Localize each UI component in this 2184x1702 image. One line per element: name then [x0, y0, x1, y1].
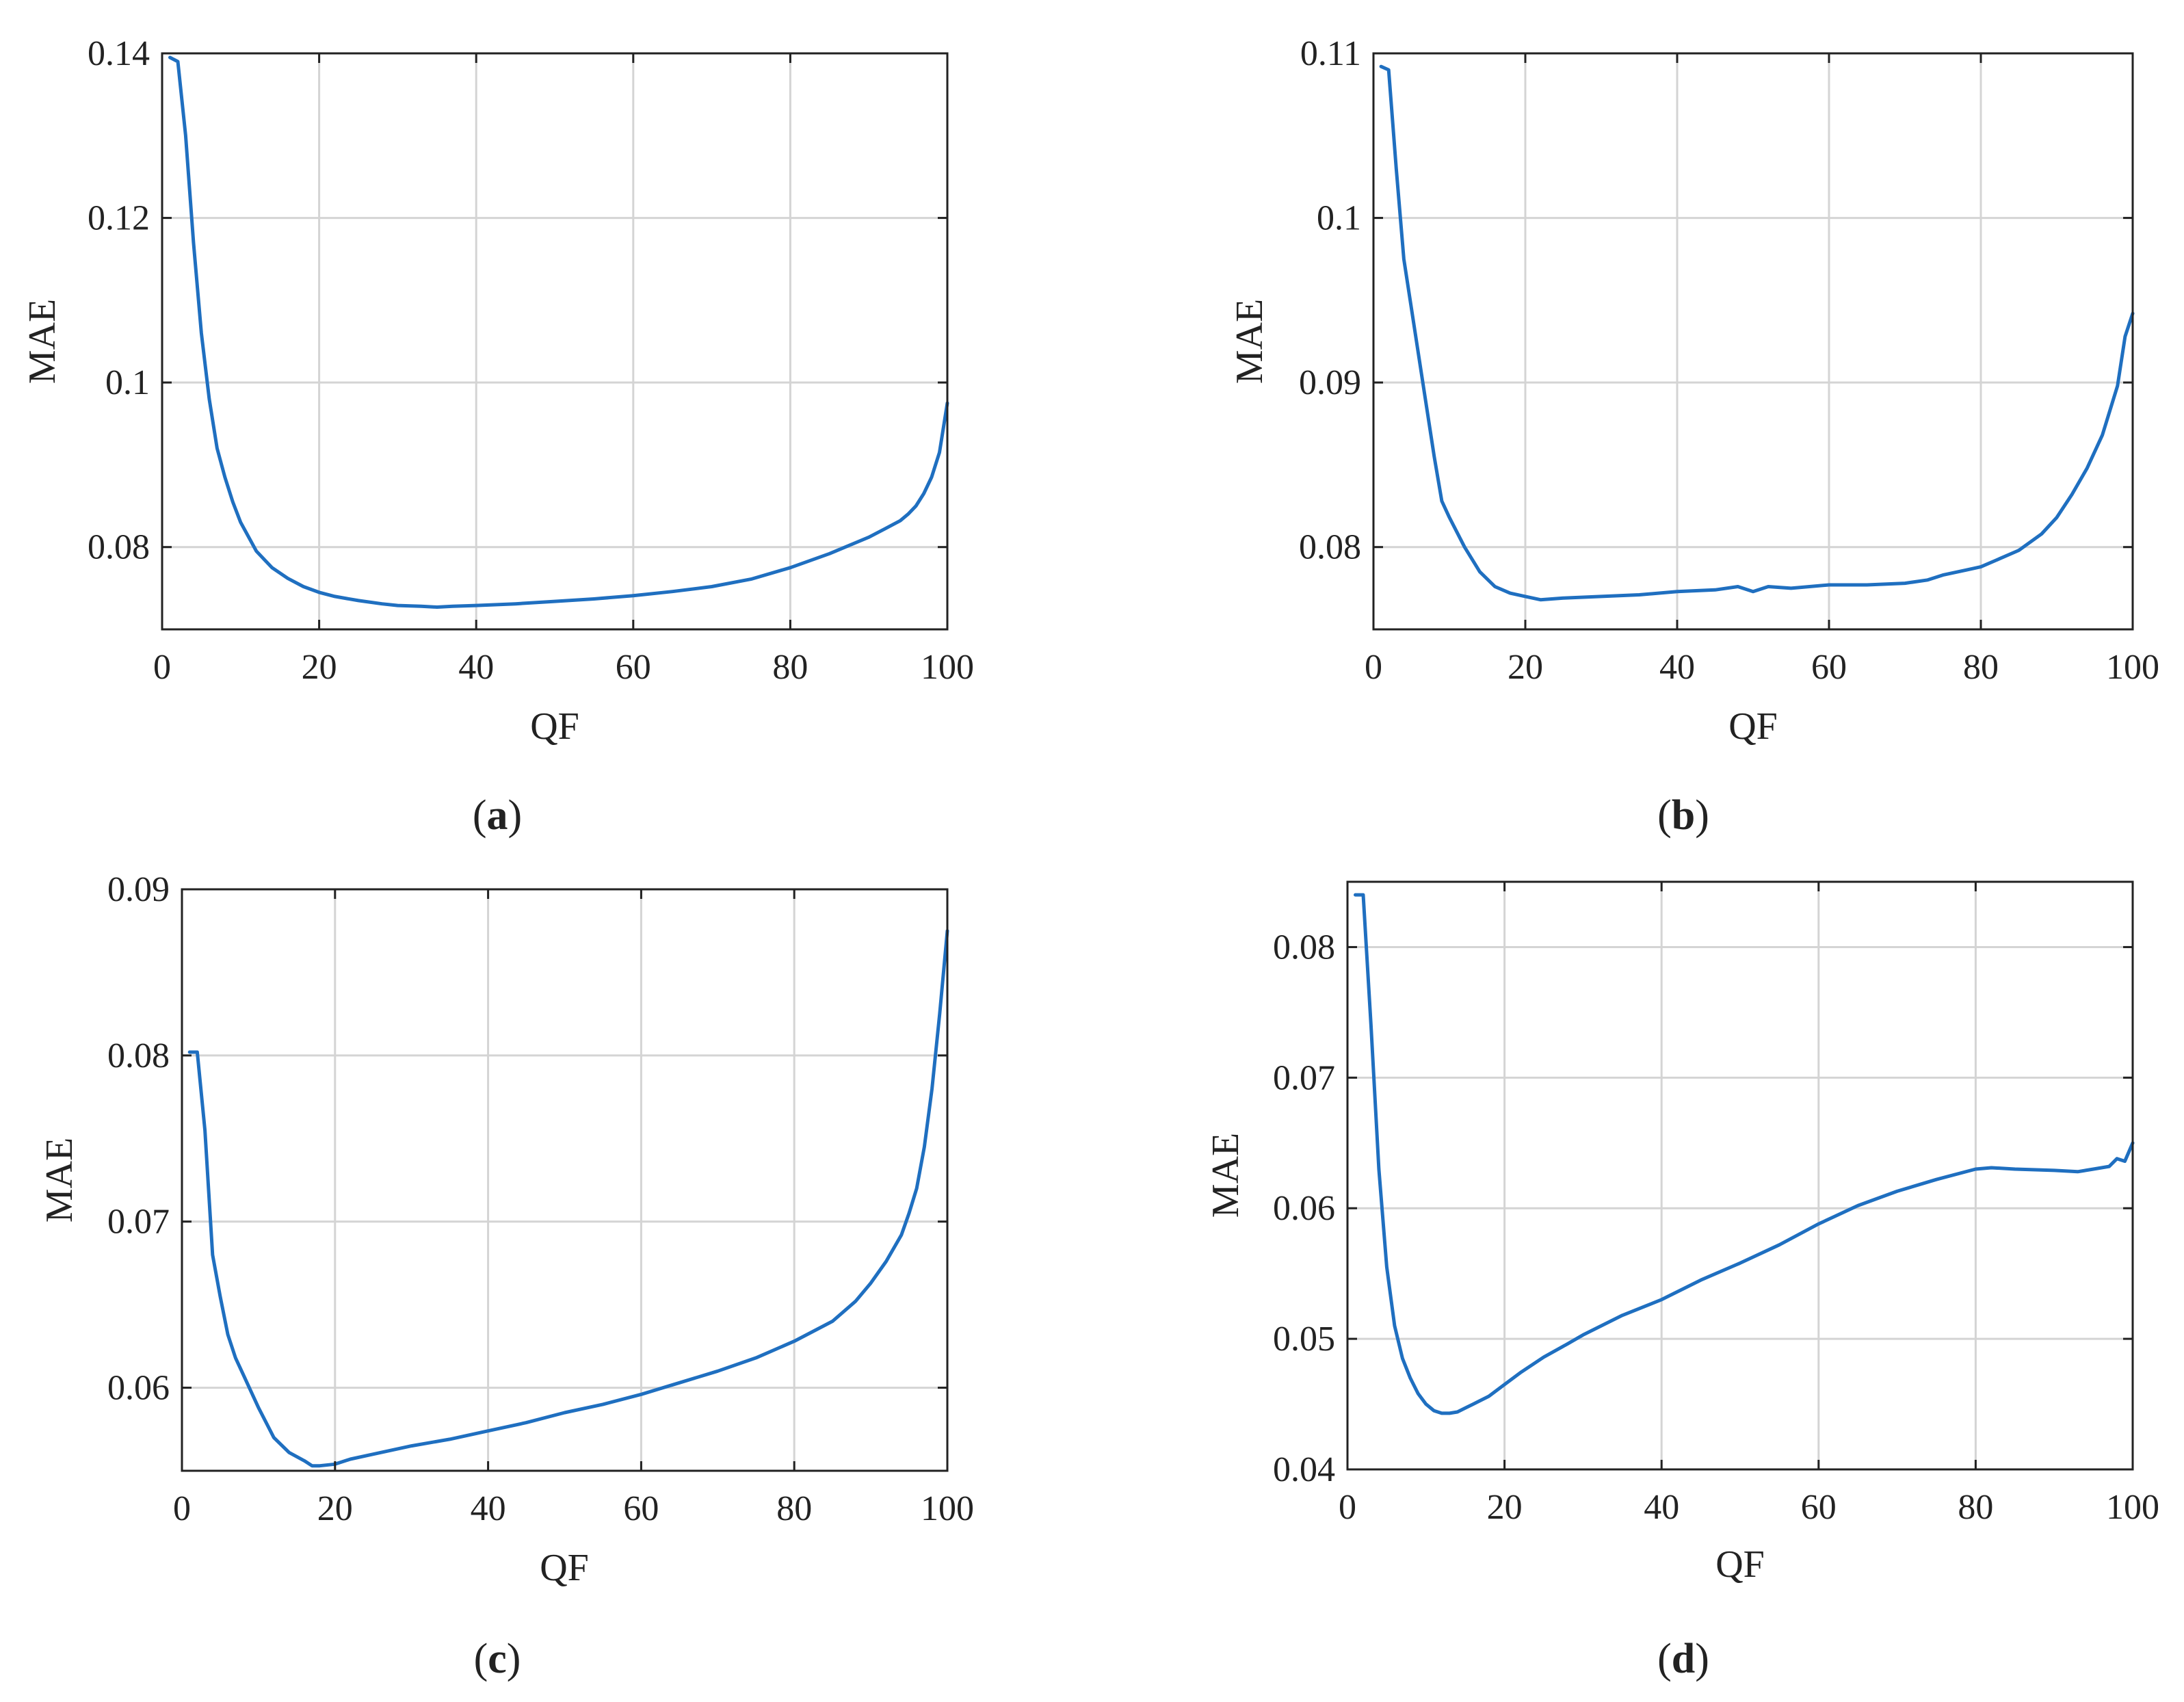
- caption-letter: a: [487, 792, 508, 839]
- panel-caption: (a): [473, 792, 522, 839]
- x-tick-label: 40: [1644, 1488, 1679, 1527]
- x-tick-label: 100: [921, 1489, 974, 1528]
- x-tick-label: 40: [458, 648, 494, 687]
- grid-lines: [1347, 882, 2133, 1469]
- chart-panel-b: 0 20 40 60 80 100 0.08 0.09 0.1 0.11 QF MAE (b): [1228, 34, 2159, 839]
- y-tick-label: 0.08: [107, 1036, 170, 1075]
- caption-close: ): [507, 1636, 521, 1682]
- data-line: [1354, 893, 2135, 1415]
- y-tick-label: 0.07: [1273, 1058, 1335, 1097]
- caption-letter: c: [488, 1636, 507, 1682]
- y-tick-label: 0.1: [1317, 199, 1361, 238]
- y-tick-label: 0.14: [88, 34, 150, 73]
- plot-frame: [1372, 52, 2134, 631]
- y-tick-label: 0.05: [1273, 1320, 1335, 1359]
- plot-frame: [1346, 880, 2134, 1471]
- x-axis-label: QF: [540, 1547, 589, 1589]
- ticks: 0 20 40 60 80 100 0.06 0.07 0.08 0.09: [107, 870, 974, 1528]
- chart-panel-c: 0 20 40 60 80 100 0.06 0.07 0.08 0.09 QF MAE (c): [38, 870, 974, 1682]
- x-tick-label: 100: [2106, 1488, 2159, 1527]
- y-tick-label: 0.12: [88, 199, 150, 238]
- y-tick-label: 0.09: [1299, 363, 1361, 402]
- x-tick-label: 80: [1958, 1488, 1993, 1527]
- x-tick-label: 60: [1801, 1488, 1837, 1527]
- caption-open: (: [1657, 792, 1672, 839]
- grid-lines: [162, 53, 947, 629]
- caption-open: (: [474, 1636, 488, 1682]
- panel-caption: (b): [1657, 792, 1709, 839]
- caption-open: (: [473, 792, 487, 839]
- x-tick-label: 100: [2106, 648, 2159, 687]
- ticks: 0 20 40 60 80 100 0.08 0.1 0.12 0.14: [88, 34, 974, 687]
- y-tick-label: 0.06: [107, 1369, 170, 1408]
- x-tick-label: 80: [1963, 648, 1999, 687]
- ticks: 0 20 40 60 80 100 0.08 0.09 0.1 0.11: [1299, 34, 2159, 687]
- x-tick-label: 80: [776, 1489, 812, 1528]
- y-tick-label: 0.08: [1273, 928, 1335, 967]
- data-line: [168, 55, 949, 609]
- panel-caption: (d): [1657, 1636, 1709, 1682]
- plot-frame: [181, 888, 949, 1472]
- x-tick-label: 80: [772, 648, 808, 687]
- data-line: [1379, 64, 2135, 602]
- x-tick-label: 60: [623, 1489, 659, 1528]
- y-tick-label: 0.08: [88, 528, 150, 567]
- x-tick-label: 20: [1508, 648, 1543, 687]
- chart-panel-a: 0 20 40 60 80 100 0.08 0.1 0.12 0.14 QF MAE (a): [21, 34, 974, 839]
- x-tick-label: 0: [153, 648, 171, 687]
- series-line: [1379, 64, 2135, 602]
- x-tick-label: 0: [1365, 648, 1382, 687]
- series-line: [187, 929, 949, 1468]
- caption-letter: b: [1672, 792, 1695, 839]
- y-axis-label: MAE: [1205, 1133, 1247, 1218]
- x-axis-label: QF: [1728, 705, 1778, 748]
- x-tick-label: 60: [616, 648, 651, 687]
- x-tick-label: 100: [921, 648, 974, 687]
- x-tick-label: 60: [1811, 648, 1847, 687]
- x-tick-label: 20: [317, 1489, 353, 1528]
- grid-lines: [182, 889, 947, 1471]
- x-tick-label: 20: [302, 648, 337, 687]
- y-tick-label: 0.09: [107, 870, 170, 909]
- y-tick-label: 0.08: [1299, 528, 1361, 567]
- grid-lines: [1373, 53, 2133, 629]
- ticks: 0 20 40 60 80 100 0.04 0.05 0.06 0.07 0.08: [1273, 882, 2159, 1527]
- y-tick-label: 0.11: [1300, 34, 1361, 73]
- y-axis-label: MAE: [1228, 299, 1271, 384]
- x-tick-label: 40: [471, 1489, 506, 1528]
- caption-close: ): [1695, 1636, 1709, 1682]
- x-tick-label: 40: [1659, 648, 1695, 687]
- series-line: [1354, 893, 2135, 1415]
- plot-frame: [161, 52, 949, 631]
- x-axis-label: QF: [1715, 1543, 1765, 1586]
- y-axis-label: MAE: [38, 1138, 81, 1222]
- y-tick-label: 0.06: [1273, 1189, 1335, 1228]
- caption-close: ): [508, 792, 523, 839]
- x-tick-label: 0: [1339, 1488, 1356, 1527]
- x-tick-label: 20: [1487, 1488, 1523, 1527]
- x-tick-label: 0: [173, 1489, 191, 1528]
- x-axis-label: QF: [530, 705, 579, 748]
- caption-open: (: [1657, 1636, 1672, 1682]
- caption-close: ): [1695, 792, 1709, 839]
- caption-letter: d: [1672, 1636, 1695, 1682]
- data-line: [187, 929, 949, 1468]
- y-tick-label: 0.1: [105, 363, 150, 402]
- y-tick-label: 0.04: [1273, 1450, 1335, 1489]
- panel-caption: (c): [474, 1636, 521, 1682]
- y-tick-label: 0.07: [107, 1203, 170, 1242]
- y-axis-label: MAE: [21, 299, 64, 384]
- series-line: [168, 55, 949, 609]
